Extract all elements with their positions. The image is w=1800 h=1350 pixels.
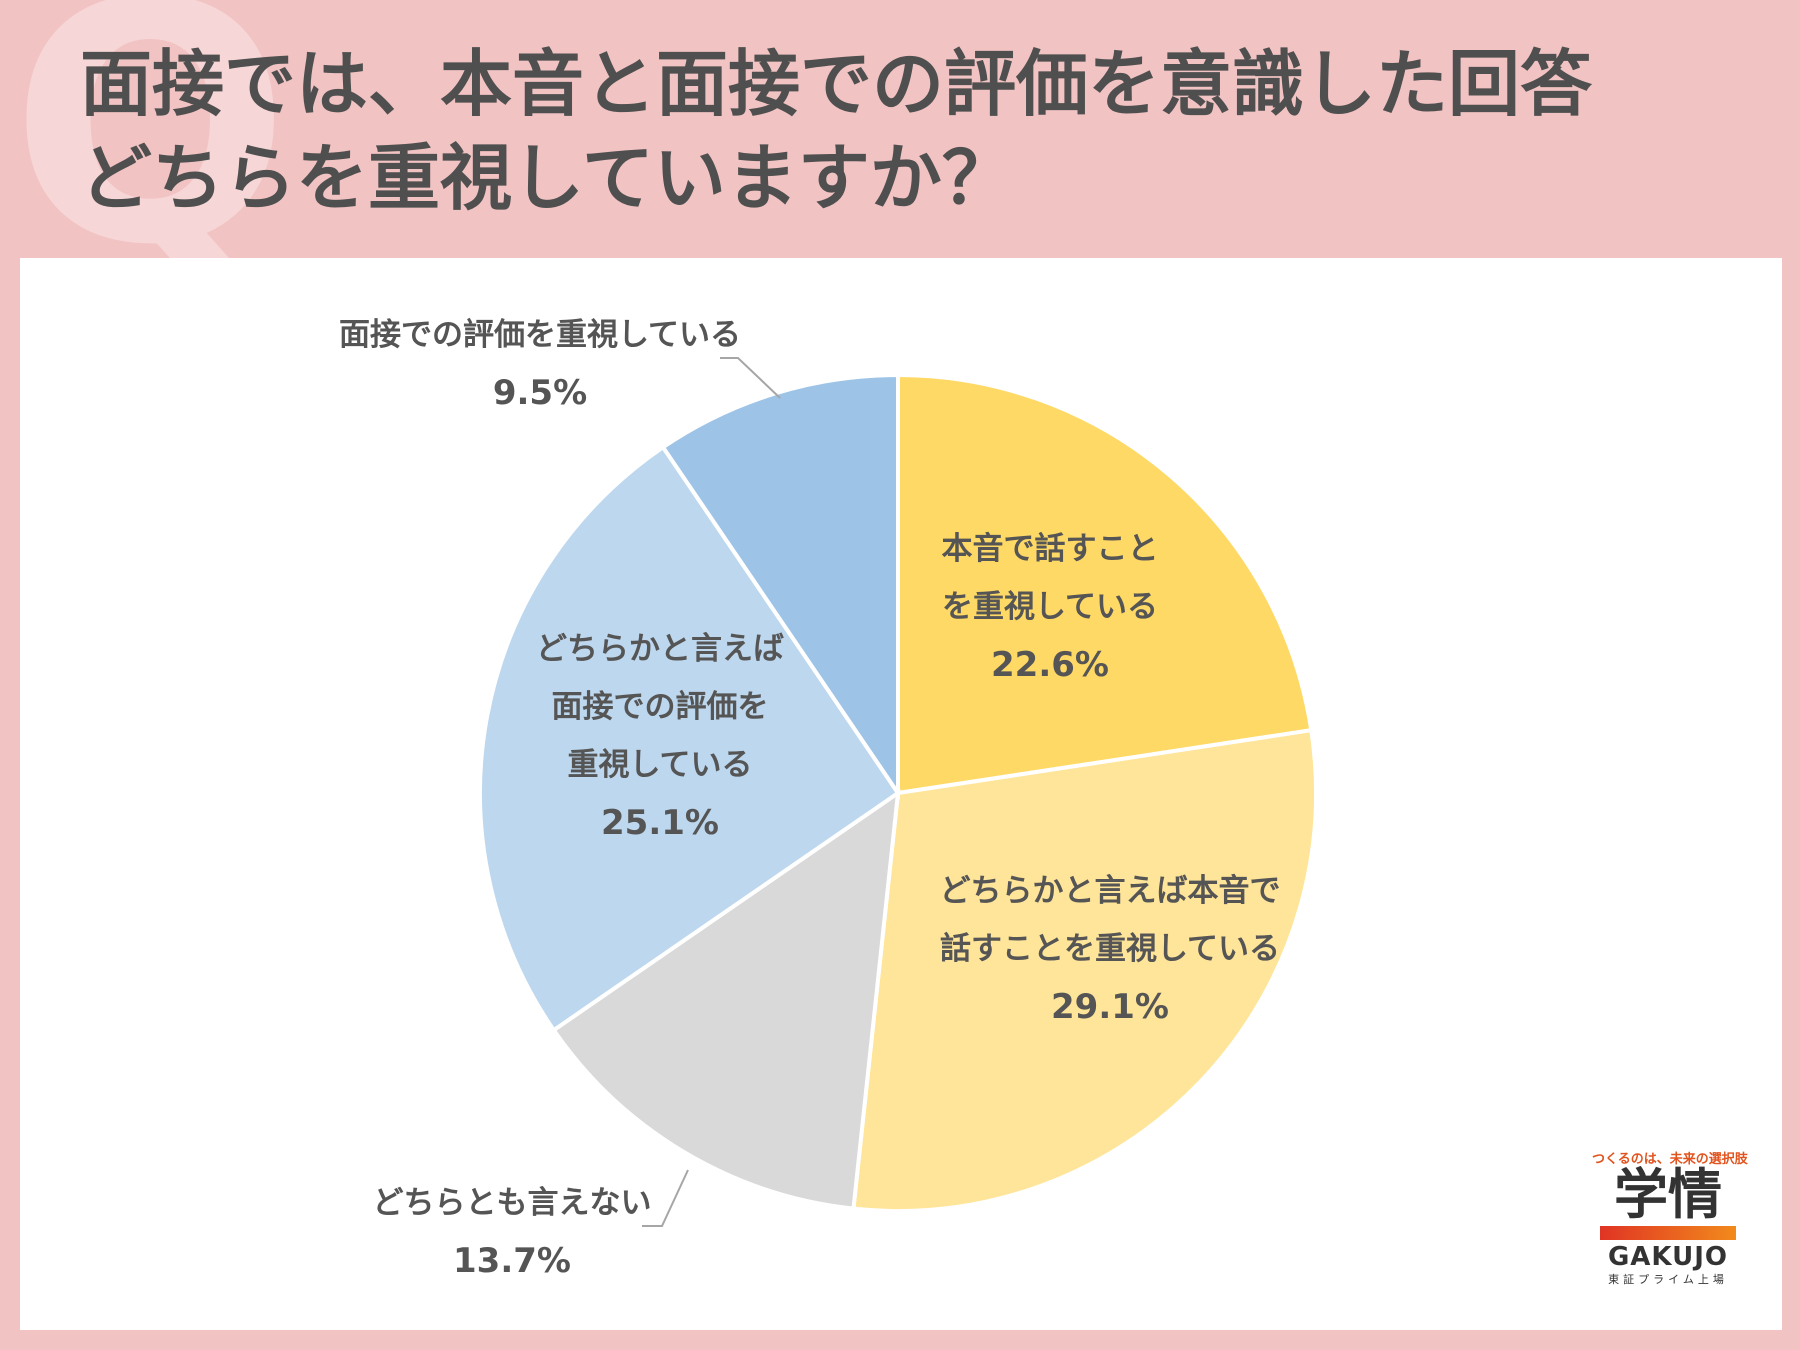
title-line-2: どちらを重視していますか？ xyxy=(80,135,1014,220)
leader-line-evaluation xyxy=(720,357,781,399)
slice-label-line: 本音で話すこと xyxy=(941,531,1159,567)
logo-name-jp: 学情 xyxy=(1614,1163,1722,1226)
slice-label-line: どちらかと言えば本音で xyxy=(939,873,1281,909)
slice-label-evaluation: 面接での評価を重視している 9.5% xyxy=(310,306,770,422)
chart-panel: 本音で話すこと を重視している 22.6% どちらかと言えば本音で 話すことを重… xyxy=(20,258,1782,1330)
slice-percent: 13.7% xyxy=(453,1241,571,1281)
slice-label-line: 面接での評価を重視している xyxy=(338,317,742,353)
slice-percent: 9.5% xyxy=(492,373,588,413)
slice-label-line: どちらかと言えば xyxy=(536,631,784,667)
slice-label-line: を重視している xyxy=(941,589,1159,625)
slice-percent: 22.6% xyxy=(991,645,1109,685)
slice-label-line: 話すことを重視している xyxy=(939,931,1281,967)
title-line-1: 面接では、本音と面接での評価を意識した回答 xyxy=(80,42,1593,126)
logo-tagline: つくるのは、未来の選択肢 xyxy=(1592,1152,1748,1167)
slice-percent: 25.1% xyxy=(601,803,719,843)
gakujo-logo: つくるのは、未来の選択肢 学情 GAKUJO 東証プライム上場 xyxy=(1592,1148,1748,1287)
slice-neither xyxy=(550,788,901,1211)
leader-line-neither xyxy=(642,1169,689,1227)
slice-honne xyxy=(896,372,1314,796)
slice-label-line: 面接での評価を xyxy=(551,689,769,725)
page-title: 面接では、本音と面接での評価を意識した回答 どちらを重視していますか？ xyxy=(80,38,1592,225)
q-watermark: Q xyxy=(10,0,291,317)
slice-label-line: 重視している xyxy=(567,747,753,783)
pie-chart xyxy=(478,357,1318,1227)
slice-somewhat-honne xyxy=(851,727,1318,1213)
logo-bar xyxy=(1600,1225,1736,1240)
logo-sub: 東証プライム上場 xyxy=(1608,1273,1728,1287)
logo-name-en: GAKUJO xyxy=(1607,1241,1729,1272)
slice-label-somewhat-evaluation: どちらかと言えば 面接での評価を 重視している 25.1% xyxy=(510,620,810,852)
slice-label-line: どちらとも言えない xyxy=(372,1185,652,1221)
slice-somewhat-evaluation xyxy=(478,444,901,1033)
slice-label-neither: どちらとも言えない 13.7% xyxy=(372,1174,652,1290)
slice-percent: 29.1% xyxy=(1051,987,1169,1027)
slice-label-honne: 本音で話すこと を重視している 22.6% xyxy=(920,520,1180,694)
slice-label-somewhat-honne: どちらかと言えば本音で 話すことを重視している 29.1% xyxy=(920,862,1300,1036)
